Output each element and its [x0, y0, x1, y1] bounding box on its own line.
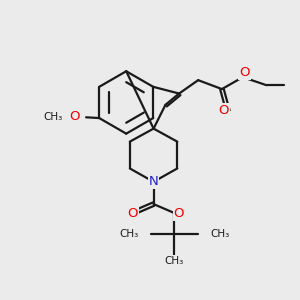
Text: O: O: [128, 206, 138, 220]
Text: CH₃: CH₃: [44, 112, 63, 122]
Text: CH₃: CH₃: [119, 229, 139, 239]
Text: O: O: [69, 110, 80, 123]
Text: O: O: [239, 66, 250, 79]
Text: N: N: [149, 175, 158, 188]
Text: O: O: [174, 206, 184, 220]
Text: O: O: [218, 104, 229, 117]
Text: CH₃: CH₃: [165, 256, 184, 266]
Text: CH₃: CH₃: [210, 229, 229, 239]
